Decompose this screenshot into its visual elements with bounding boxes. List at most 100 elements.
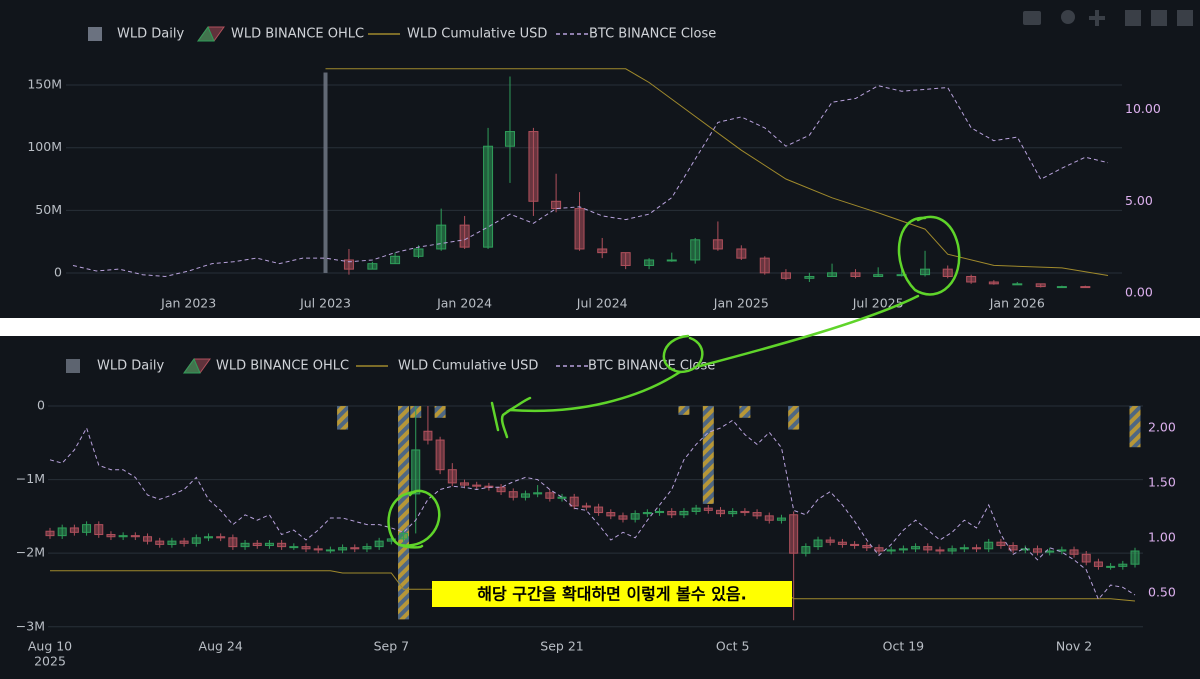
candle-body xyxy=(343,259,354,270)
legend-label: WLD BINANCE OHLC xyxy=(216,359,349,374)
bar xyxy=(788,406,800,430)
candle-body xyxy=(155,540,165,545)
legend-label: BTC BINANCE Close xyxy=(589,27,716,42)
candle-body xyxy=(289,546,299,549)
candle-body xyxy=(911,546,921,550)
x-tick-label: Jul 2025 xyxy=(852,296,904,311)
x-axis-year: 2025 xyxy=(34,654,66,669)
plot-area xyxy=(66,60,1122,293)
candle-body xyxy=(764,515,774,521)
candle-body xyxy=(972,547,982,550)
x-tick-label: Jul 2024 xyxy=(576,296,628,311)
y2-tick-label: 0.50 xyxy=(1148,584,1176,599)
candle-body xyxy=(1032,548,1042,553)
arrow-curve xyxy=(490,370,682,439)
candle-body xyxy=(143,536,153,542)
candle-body xyxy=(1118,563,1128,567)
candle-body xyxy=(942,268,953,277)
annotation: 해당 구간을 확대하면 이렇게 볼수 있음. xyxy=(477,585,746,604)
x-tick-label: Oct 5 xyxy=(716,639,750,654)
candle-body xyxy=(874,547,884,552)
candle-body xyxy=(1080,286,1091,289)
toolbar[interactable] xyxy=(1023,10,1193,26)
candle-body xyxy=(630,513,640,520)
candle-body xyxy=(399,532,409,540)
x-tick-label: Sep 21 xyxy=(540,639,583,654)
legend-label: WLD BINANCE OHLC xyxy=(231,27,364,42)
candle-body xyxy=(545,492,555,499)
candle-body xyxy=(528,131,539,202)
series-line xyxy=(49,419,1136,601)
zoom-out-icon[interactable] xyxy=(1151,10,1167,26)
circle-bottom xyxy=(387,489,441,549)
legend-label: WLD Cumulative USD xyxy=(407,27,547,42)
candle-body xyxy=(551,200,562,210)
pan-icon[interactable] xyxy=(1089,10,1105,26)
candle-body xyxy=(191,537,201,544)
candle-body xyxy=(644,259,655,266)
candle-body xyxy=(827,272,838,277)
candle-body xyxy=(966,275,977,283)
series-line xyxy=(325,68,1109,276)
candle-body xyxy=(620,252,631,266)
candle-body xyxy=(557,496,567,499)
candle-body xyxy=(716,509,726,515)
candle-body xyxy=(459,482,469,486)
candle-body xyxy=(1106,565,1116,568)
candle-body xyxy=(362,546,372,550)
candle-body xyxy=(984,541,994,550)
x-tick-label: Aug 24 xyxy=(199,639,243,654)
candle-body xyxy=(216,536,226,539)
candle-body xyxy=(898,548,908,551)
candle-body xyxy=(752,512,762,517)
candle-body xyxy=(277,542,287,548)
candle-body xyxy=(862,545,872,549)
candle-body xyxy=(57,527,67,537)
bar xyxy=(337,406,349,430)
candle-body xyxy=(740,510,750,514)
candle-body xyxy=(508,491,518,498)
candle-body xyxy=(581,505,591,508)
candle-body xyxy=(988,281,999,285)
candle-body xyxy=(367,263,378,270)
candle-body xyxy=(837,541,847,545)
legend-symbol xyxy=(88,27,102,41)
y2-tick-label: 1.50 xyxy=(1148,474,1176,489)
candle-body xyxy=(472,484,482,487)
candle-body xyxy=(642,512,652,515)
candle-body xyxy=(935,549,945,552)
bar xyxy=(739,406,751,418)
candle-body xyxy=(82,524,92,533)
candle-body xyxy=(423,430,433,441)
y-tick-label: 0 xyxy=(37,398,45,413)
candle-body xyxy=(1130,550,1140,565)
zoom-icon[interactable] xyxy=(1061,10,1075,24)
candle-body xyxy=(264,542,274,547)
candle-body xyxy=(920,268,931,276)
candle-body xyxy=(886,549,896,552)
autoscale-icon[interactable] xyxy=(1177,10,1193,26)
annotation-box xyxy=(432,581,792,607)
arrow-line xyxy=(698,294,920,368)
y-tick-label: −1M xyxy=(16,471,45,486)
candle-body xyxy=(655,510,665,514)
x-tick-label: Jan 2024 xyxy=(436,296,492,311)
candle-body xyxy=(923,546,933,551)
y2-tick-label: 5.00 xyxy=(1125,193,1153,208)
x-tick-label: Jan 2025 xyxy=(713,296,769,311)
candle-body xyxy=(896,274,907,277)
legend-label: WLD Cumulative USD xyxy=(398,359,538,374)
candle-body xyxy=(435,439,445,471)
candle-body xyxy=(801,546,811,554)
y-tick-label: −3M xyxy=(16,618,45,633)
candle-body xyxy=(666,259,677,262)
candle-body xyxy=(597,248,608,254)
legend-symbol xyxy=(183,357,201,374)
zoom-in-icon[interactable] xyxy=(1125,10,1141,26)
y-tick-label: −2M xyxy=(16,545,45,560)
candle-body xyxy=(759,257,770,274)
legend-label: BTC BINANCE Close xyxy=(588,359,715,374)
camera-icon[interactable] xyxy=(1023,11,1041,25)
y-tick-label: 100M xyxy=(27,139,62,154)
legend-label: WLD Daily xyxy=(97,359,164,374)
